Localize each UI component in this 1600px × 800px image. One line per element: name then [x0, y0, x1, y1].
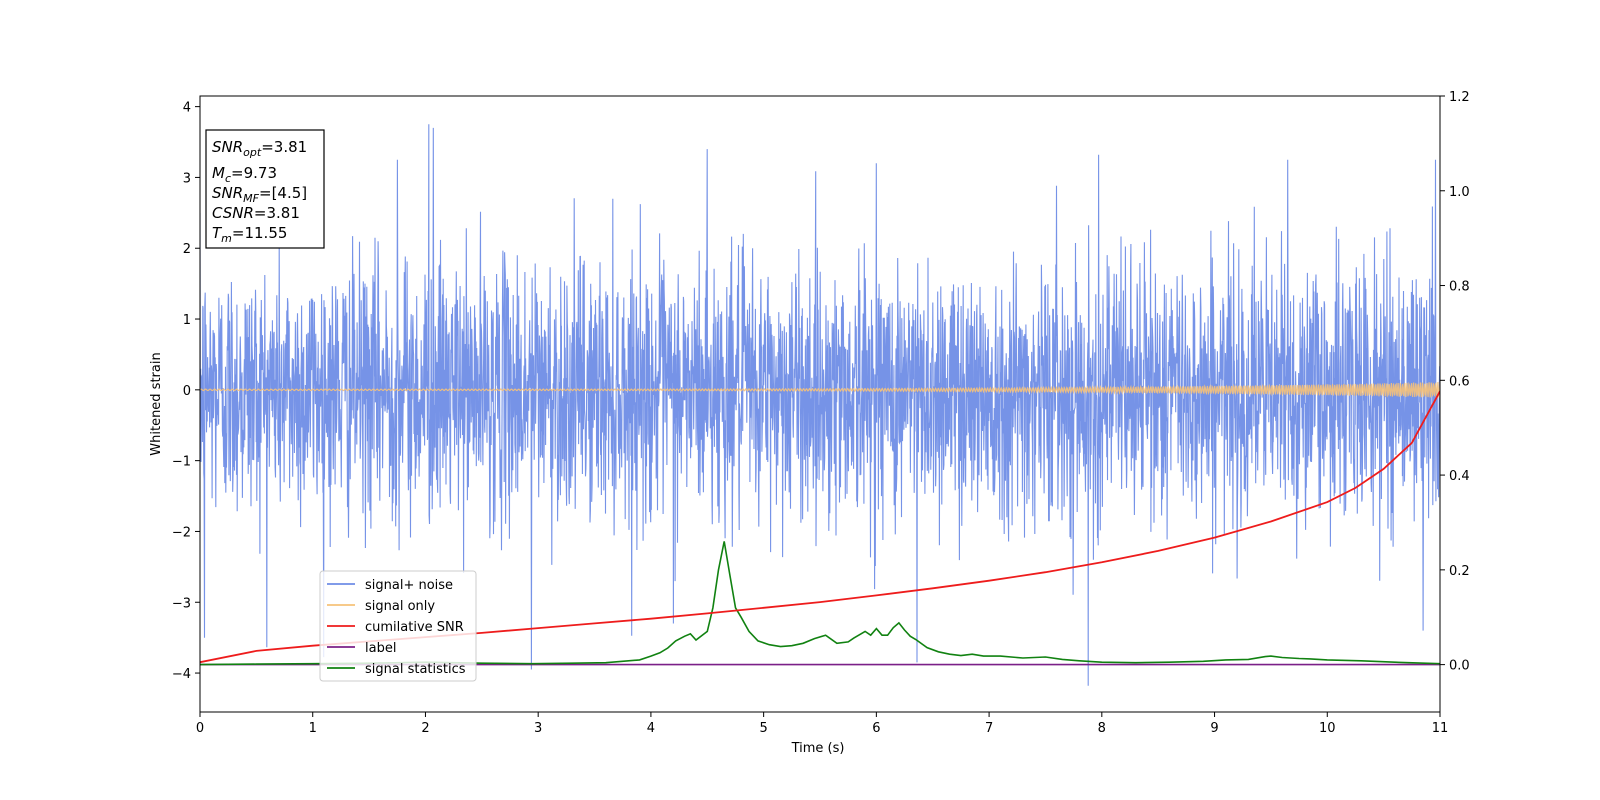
y-axis-left: −4 −3 −2 −1 0 1 2 3 4 [172, 101, 200, 682]
legend-label: cumilative SNR [365, 620, 464, 635]
y-tick-label: 0 [183, 384, 191, 399]
x-tick-label: 2 [421, 721, 429, 736]
x-tick-label: 1 [309, 721, 317, 736]
legend-label: signal only [365, 599, 435, 614]
legend-label: signal+ noise [365, 578, 453, 593]
y-tick-label: 1 [183, 313, 191, 328]
info-snr-mf: SNRMF=[4.5] [212, 184, 307, 205]
y-tick-label: 4 [183, 101, 191, 116]
plot-frame [199, 95, 1441, 713]
y-tick-label: −3 [172, 596, 191, 611]
legend-label: signal statistics [365, 662, 466, 677]
x-tick-label: 6 [872, 721, 880, 736]
x-tick-label: 4 [647, 721, 655, 736]
info-snr-opt: SNRopt=3.81 [212, 138, 307, 159]
signal-only-line [200, 381, 1440, 398]
y-tick-label: 2 [183, 242, 191, 257]
legend-label: label [365, 641, 396, 656]
signal-statistics-line [200, 541, 1440, 666]
info-csnr: CSNR=3.81 [212, 204, 300, 222]
y2-tick-label: 0.8 [1449, 280, 1470, 295]
info-mc: Mc=9.73 [212, 164, 277, 185]
y-tick-label: −2 [172, 525, 191, 540]
x-tick-label: 3 [534, 721, 542, 736]
info-tm: Tm=11.55 [212, 224, 287, 245]
x-tick-label: 11 [1432, 721, 1449, 736]
y-axis-label: Whitened strain [149, 352, 164, 455]
x-tick-label: 0 [196, 721, 204, 736]
x-axis-label: Time (s) [791, 741, 845, 756]
x-tick-label: 8 [1098, 721, 1106, 736]
y2-tick-label: 0.2 [1449, 564, 1470, 579]
y2-tick-label: 1.2 [1449, 90, 1470, 105]
x-tick-label: 7 [985, 721, 993, 736]
y2-tick-label: 0.4 [1449, 469, 1470, 484]
y-tick-label: −1 [172, 455, 191, 470]
y-tick-label: −4 [172, 667, 191, 682]
y2-tick-label: 1.0 [1449, 185, 1470, 200]
y-axis-right: 0.0 0.2 0.4 0.6 0.8 1.0 1.2 [1440, 90, 1470, 674]
x-tick-label: 5 [759, 721, 767, 736]
legend: signal+ noise signal only cumilative SNR la… [319, 570, 477, 682]
y-tick-label: 3 [183, 171, 191, 186]
signal-noise-line [200, 124, 1440, 686]
x-axis: 0 1 2 3 4 5 6 7 8 9 10 11 [196, 712, 1448, 736]
series-signal-statistics [200, 541, 1440, 666]
series-signal-only [200, 381, 1440, 398]
x-tick-label: 9 [1210, 721, 1218, 736]
x-tick-label: 10 [1319, 721, 1336, 736]
y2-tick-label: 0.6 [1449, 374, 1470, 389]
series-signal-noise [200, 124, 1440, 686]
info-box: SNRopt=3.81 Mc=9.73 SNRMF=[4.5] CSNR=3.8… [205, 129, 325, 249]
y2-tick-label: 0.0 [1449, 659, 1470, 674]
